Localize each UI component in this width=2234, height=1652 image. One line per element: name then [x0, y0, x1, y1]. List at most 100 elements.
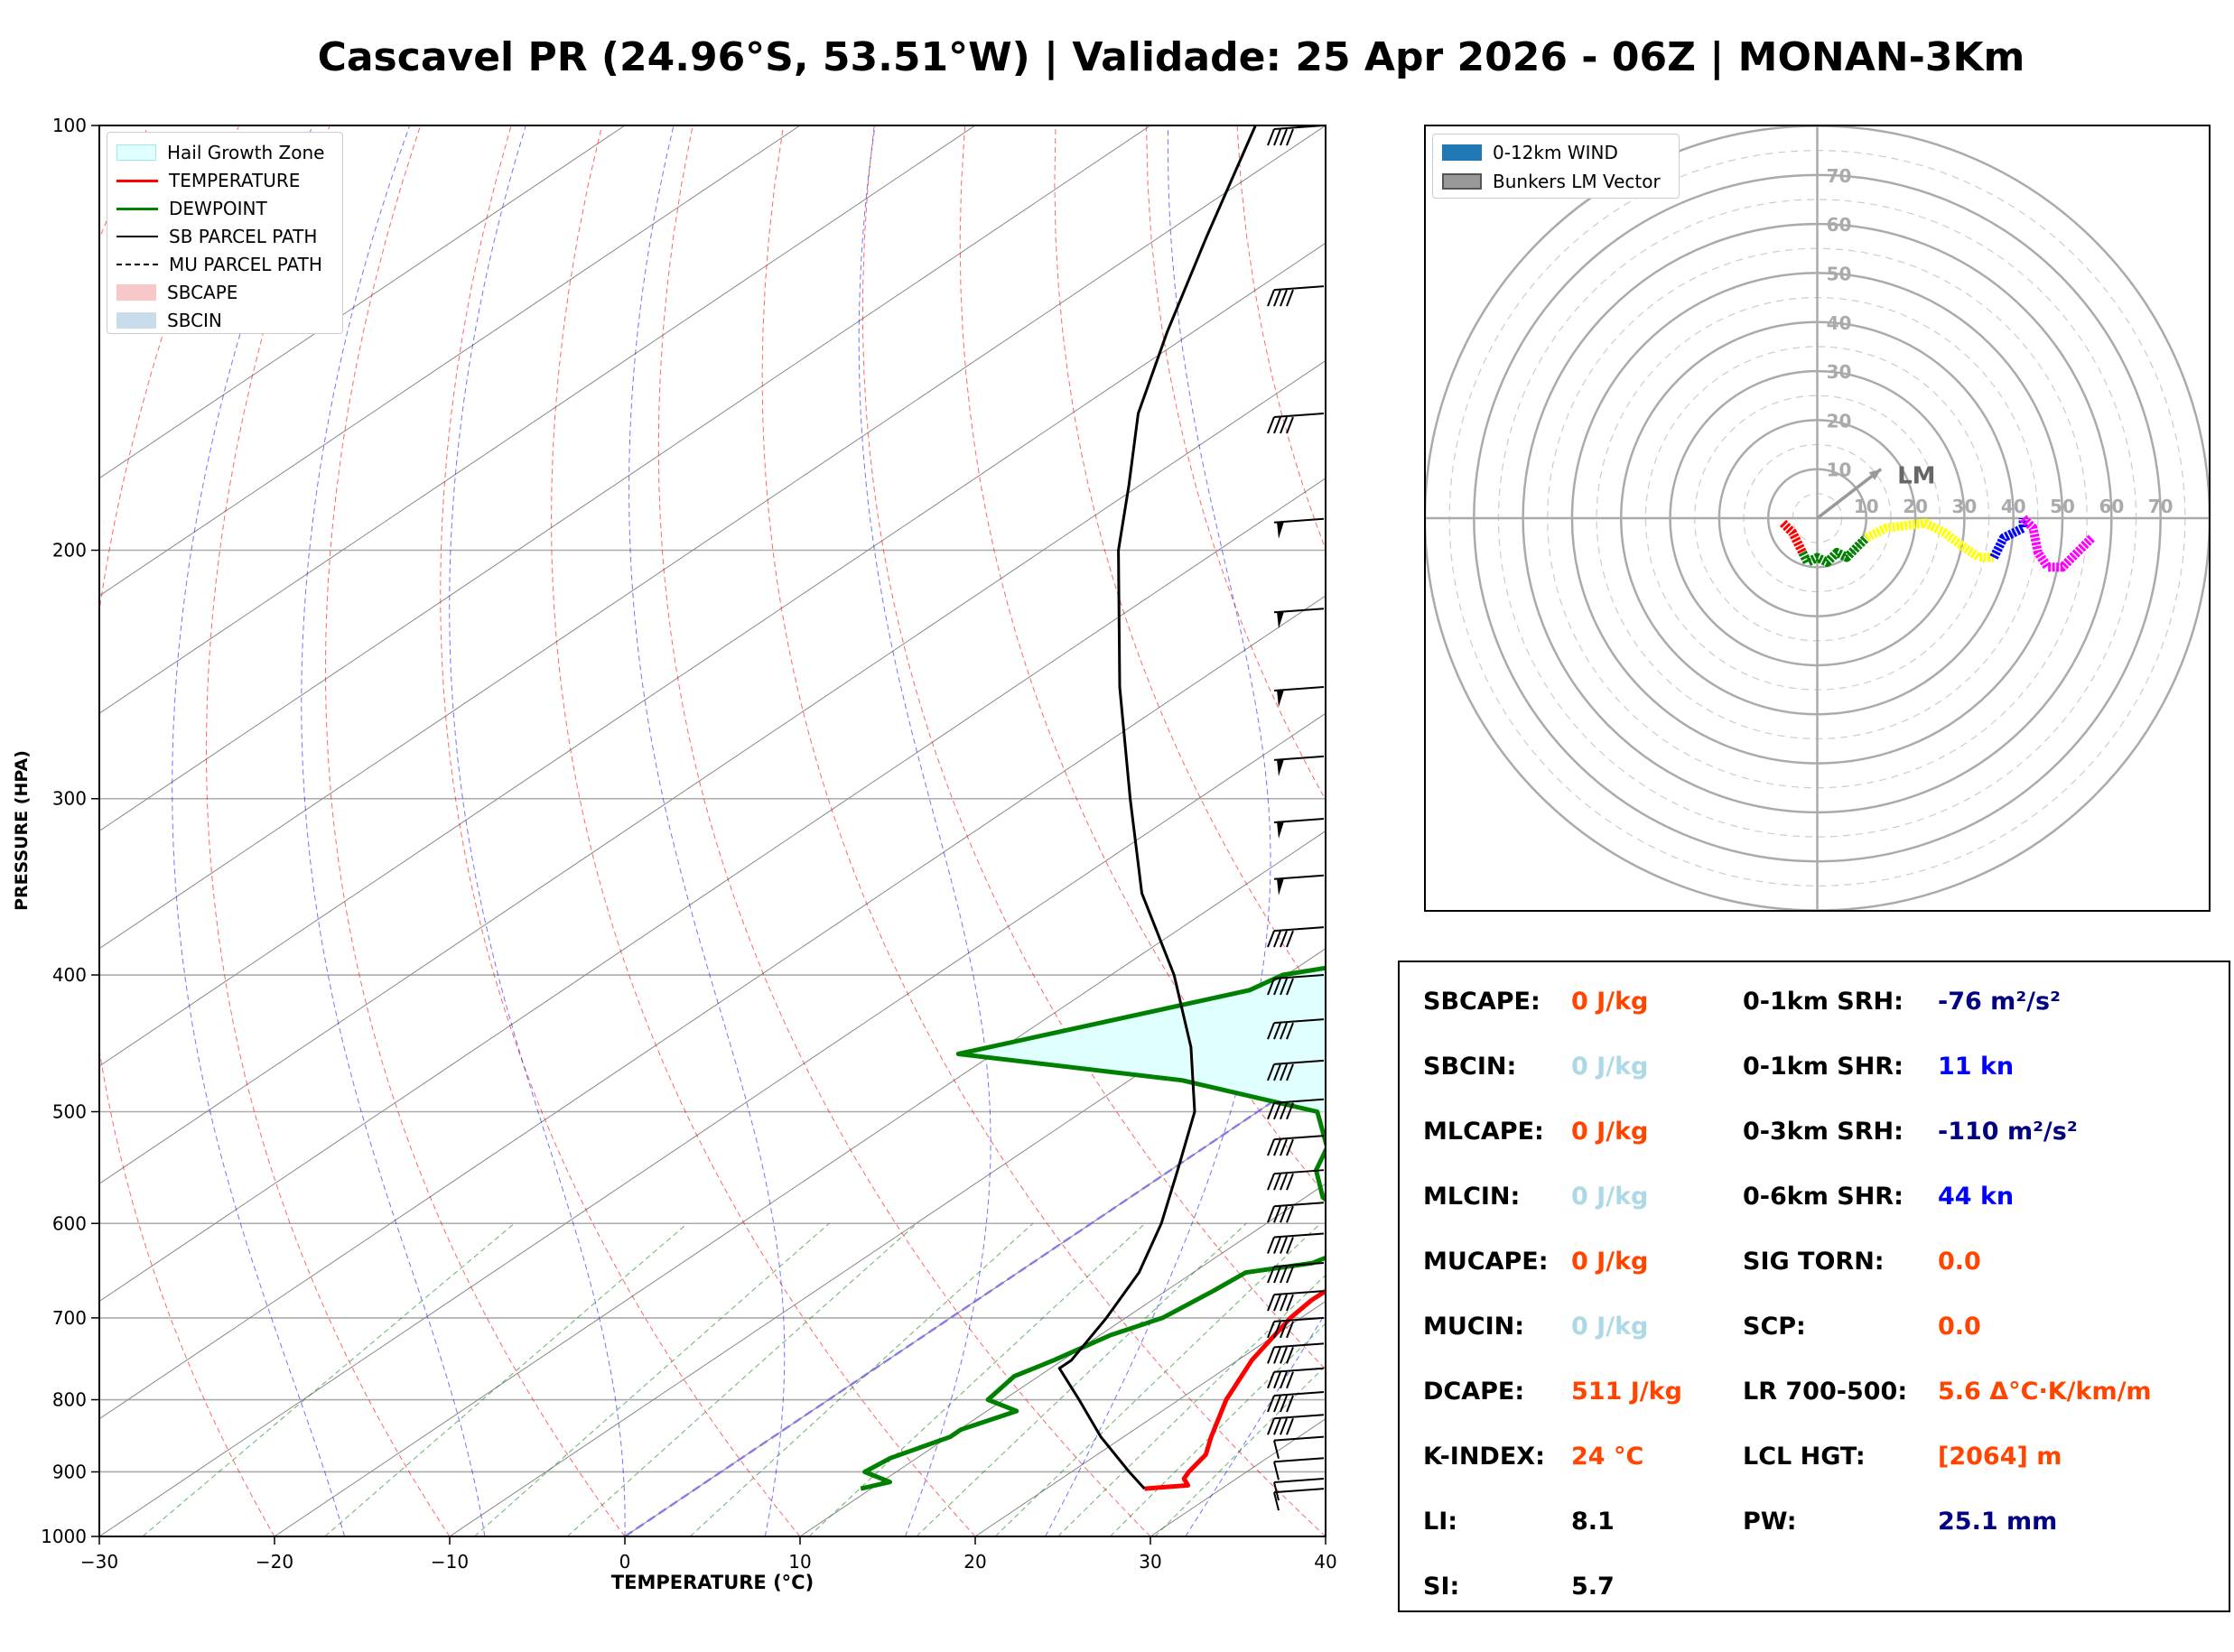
freezing-isotherm-line — [624, 1064, 1326, 1536]
mixing-ratio-line — [474, 1222, 830, 1536]
wind-barb — [1273, 1435, 1325, 1459]
index-value: 8.1 — [1571, 1508, 1615, 1536]
figure-title: Cascavel PR (24.96°S, 53.51°W) | Validad… — [317, 34, 2025, 80]
dry-adiabat-line — [959, 125, 1326, 1196]
index-label: LI: — [1423, 1508, 1458, 1536]
hodograph-segment — [1779, 519, 1807, 555]
index-value: 11 kn — [1938, 1053, 2015, 1081]
isotherm-line — [449, 948, 1326, 1536]
legend-entry: TEMPERATURE — [116, 170, 300, 191]
index-value: 0 J/kg — [1571, 1118, 1649, 1146]
isotherm-line — [99, 478, 1326, 1303]
wind-barb — [1273, 755, 1325, 776]
mixing-ratio-line — [566, 1222, 917, 1536]
y-tick-label: 400 — [52, 964, 87, 986]
wind-barb — [1267, 926, 1325, 948]
wind-barb — [1267, 1169, 1325, 1191]
legend-swatch — [116, 144, 156, 161]
wind-barb — [1267, 1232, 1325, 1254]
legend-swatch — [116, 236, 158, 237]
mixing-ratio-line — [808, 1222, 1146, 1536]
x-tick-label: 20 — [963, 1551, 986, 1573]
wind-barb — [1267, 285, 1325, 307]
isotherm-line — [99, 242, 1326, 1067]
isotherm-line — [99, 359, 1326, 1184]
isotherm-line — [799, 1183, 1326, 1536]
y-tick-label: 500 — [52, 1100, 87, 1122]
index-label: SBCAPE: — [1423, 988, 1541, 1016]
index-label: LCL HGT: — [1743, 1443, 1866, 1471]
x-tick-label: −20 — [256, 1551, 293, 1573]
legend-entry: Bunkers LM Vector — [1442, 171, 1661, 192]
moist-adiabat-line — [628, 125, 786, 1536]
isotherm-line — [99, 712, 1326, 1536]
wind-barb — [1267, 125, 1325, 146]
dry-adiabat-line — [551, 125, 976, 1536]
y-tick-label: 200 — [52, 540, 87, 561]
mixing-ratio-line — [689, 1222, 1034, 1536]
legend-entry: DEWPOINT — [116, 198, 267, 219]
legend-label: SB PARCEL PATH — [169, 226, 318, 247]
indices-panel: SBCAPE: 0 J/kg SBCIN: 0 J/kg MLCAPE: 0 J/kg ML… — [1398, 961, 2230, 1612]
ring-label-x: 70 — [2148, 496, 2173, 517]
legend-swatch — [116, 312, 156, 329]
wind-barb — [1273, 874, 1325, 896]
y-tick-label: 100 — [52, 115, 87, 136]
dry-adiabat-line — [99, 125, 275, 1536]
moist-adiabat-line — [1185, 1312, 1326, 1536]
moist-adiabat-line — [301, 125, 486, 1536]
index-value: -76 m²/s² — [1938, 988, 2061, 1016]
legend-label: SBCIN — [167, 310, 222, 331]
legend-entry: SB PARCEL PATH — [116, 226, 317, 247]
bunkers-lm-arrowhead — [1868, 469, 1882, 480]
wind-barb — [1267, 1202, 1325, 1223]
dry-adiabat-line — [205, 125, 451, 1536]
index-label: MLCAPE: — [1423, 1118, 1544, 1146]
ring-label-x: 30 — [1952, 496, 1978, 517]
index-value: 511 J/kg — [1571, 1378, 1682, 1406]
mixing-ratio-line — [324, 1222, 688, 1536]
x-tick-label: −30 — [80, 1551, 118, 1573]
index-value: 24 °C — [1571, 1443, 1644, 1471]
ring-label-y: 70 — [1827, 165, 1852, 187]
x-tick-label: 40 — [1314, 1551, 1336, 1573]
y-tick-label: 900 — [52, 1461, 87, 1482]
mixing-ratio-line — [1057, 1274, 1326, 1536]
wind-barb — [1273, 1488, 1325, 1511]
wind-barb — [1273, 685, 1325, 707]
isotherm-line — [274, 830, 1326, 1536]
index-label: SI: — [1423, 1573, 1460, 1601]
series-dewpoint — [860, 965, 1326, 1491]
wind-barb — [1273, 818, 1325, 839]
ring-label-y: 50 — [1827, 263, 1852, 284]
ring-label-x: 50 — [2050, 496, 2075, 517]
ring-label-y: 20 — [1827, 410, 1852, 432]
wind-barb — [1273, 517, 1325, 539]
ring-label-y: 40 — [1827, 312, 1852, 334]
index-value: 0 J/kg — [1571, 988, 1649, 1016]
hodograph-segment — [2020, 515, 2096, 572]
isotherm-line — [99, 125, 801, 597]
isotherm-line — [99, 125, 976, 714]
moist-adiabat-line — [172, 125, 346, 1536]
index-label: MUCIN: — [1423, 1313, 1525, 1341]
legend-label: 0-12km WIND — [1493, 142, 1618, 163]
ring-label-y: 30 — [1827, 361, 1852, 383]
ring-label-x: 60 — [2099, 496, 2124, 517]
ring-label-y: 10 — [1827, 459, 1852, 481]
wind-barb — [1273, 608, 1325, 629]
legend-swatch — [1442, 173, 1482, 190]
bunkers-lm-label: LM — [1897, 463, 1935, 490]
hodograph-segment — [1798, 534, 1870, 567]
y-tick-label: 300 — [52, 788, 87, 810]
wind-barb — [1267, 1262, 1325, 1284]
wind-barb — [1267, 1414, 1325, 1435]
index-value: 0 J/kg — [1571, 1248, 1649, 1276]
index-label: SCP: — [1743, 1313, 1806, 1341]
moist-adiabat-line — [858, 125, 991, 1536]
legend-swatch — [116, 179, 158, 182]
x-tick-label: 10 — [788, 1551, 811, 1573]
index-value: 44 kn — [1938, 1183, 2015, 1211]
